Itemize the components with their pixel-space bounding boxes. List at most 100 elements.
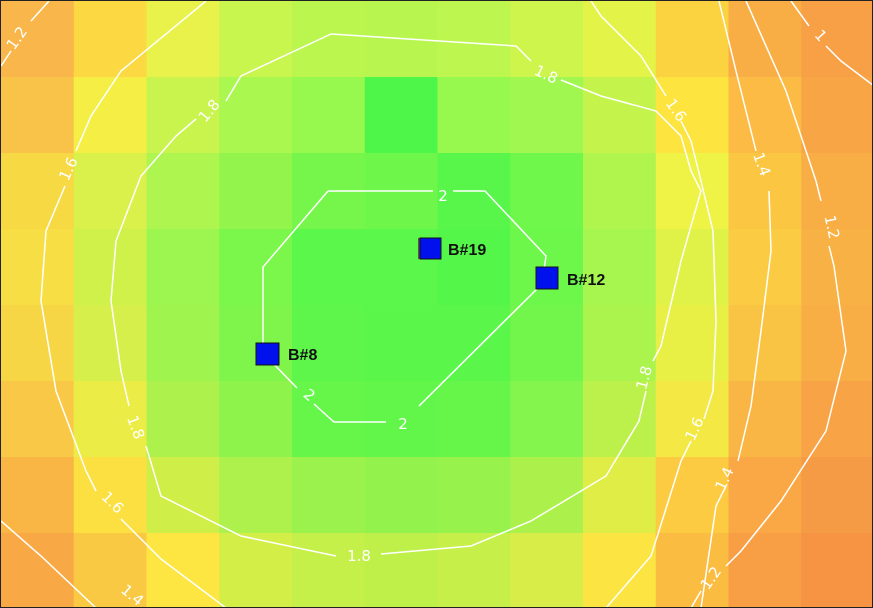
heatmap-cell xyxy=(655,381,729,458)
heatmap-cell xyxy=(146,77,220,154)
heatmap-cell xyxy=(510,457,584,534)
heatmap-cell xyxy=(510,305,584,382)
heatmap-cell xyxy=(583,457,657,534)
heatmap-cell xyxy=(728,305,802,382)
heatmap-cell xyxy=(1,77,75,154)
heatmap-cell xyxy=(219,381,293,458)
heatmap-cell xyxy=(583,305,657,382)
heatmap-cell xyxy=(437,229,511,306)
contour-line-1-8 xyxy=(110,33,702,557)
heatmap-cell xyxy=(146,153,220,230)
heatmap-cell xyxy=(583,153,657,230)
heatmap-cell xyxy=(655,305,729,382)
heatmap-cell xyxy=(583,533,657,607)
heatmap-cell xyxy=(437,1,511,78)
heatmap-cell xyxy=(364,305,438,382)
heatmap-cell xyxy=(510,533,584,607)
heatmap-cell xyxy=(219,1,293,78)
marker-label: B#12 xyxy=(567,272,605,289)
heatmap-cell xyxy=(437,457,511,534)
contour-label: 1.2 xyxy=(821,213,844,240)
heatmap-cell xyxy=(73,1,147,78)
heatmap-cell xyxy=(146,533,220,607)
heatmap-cell xyxy=(364,381,438,458)
heatmap-cell xyxy=(1,229,75,306)
contour-label: 2 xyxy=(438,187,448,205)
heatmap-cell xyxy=(1,381,75,458)
heatmap-cell xyxy=(1,457,75,534)
contour-line-2 xyxy=(262,190,547,423)
marker-b8[interactable]: B#8 xyxy=(255,342,317,366)
heatmap-cell xyxy=(1,533,75,607)
heatmap-cell xyxy=(728,153,802,230)
heatmap-cell xyxy=(583,229,657,306)
heatmap-cell xyxy=(292,457,366,534)
contour-label: 1.8 xyxy=(347,547,371,565)
contour-line-1-2 xyxy=(1,1,847,607)
contour-label: 1.8 xyxy=(632,364,656,392)
heatmap-cell xyxy=(801,77,872,154)
heatmap-cell xyxy=(219,153,293,230)
heatmap-cell xyxy=(728,533,802,607)
heatmap-cell xyxy=(292,77,366,154)
heatmap-cell xyxy=(655,1,729,78)
heatmap-cell xyxy=(146,305,220,382)
heatmap-cell xyxy=(73,381,147,458)
heatmap-cell xyxy=(73,533,147,607)
heatmap-cell xyxy=(801,153,872,230)
heatmap-cell xyxy=(655,533,729,607)
contour-label: 2 xyxy=(398,415,408,433)
heatmap-cell xyxy=(510,381,584,458)
marker-label: B#19 xyxy=(448,242,486,259)
heatmap-cell xyxy=(73,229,147,306)
heatmap-cell xyxy=(801,533,872,607)
marker-b19[interactable]: B#19 xyxy=(418,237,486,260)
heatmap-cell xyxy=(73,305,147,382)
heatmap-cell xyxy=(364,533,438,607)
contour-line-1 xyxy=(790,1,872,86)
heatmap-cell xyxy=(73,77,147,154)
heatmap-cell xyxy=(437,381,511,458)
contour-line-1-6 xyxy=(40,1,717,607)
heatmap-cell xyxy=(364,77,438,154)
heatmap-cell xyxy=(292,1,366,78)
marker-b12[interactable]: B#12 xyxy=(535,266,605,290)
heatmap-cell xyxy=(801,229,872,306)
heatmap-cell xyxy=(655,229,729,306)
heatmap-cell xyxy=(510,1,584,78)
heatmap-cell xyxy=(219,533,293,607)
heatmap-cell xyxy=(510,77,584,154)
heatmap-cell xyxy=(801,457,872,534)
heatmap-cell xyxy=(655,77,729,154)
heatmap-cell xyxy=(146,457,220,534)
heatmap-cell xyxy=(583,381,657,458)
heatmap-cell xyxy=(728,381,802,458)
heatmap-cell xyxy=(146,229,220,306)
heatmap-cell xyxy=(728,77,802,154)
heatmap-cell xyxy=(437,305,511,382)
heatmap-cell xyxy=(583,77,657,154)
heatmap-cell xyxy=(437,77,511,154)
heatmap-cell xyxy=(292,381,366,458)
marker-label: B#8 xyxy=(288,347,317,364)
heatmap-cell xyxy=(292,305,366,382)
heatmap-cell xyxy=(219,229,293,306)
heatmap-cell xyxy=(292,533,366,607)
heatmap-cell xyxy=(510,153,584,230)
heatmap-cell xyxy=(1,305,75,382)
heatmap-cell xyxy=(728,1,802,78)
contour-line-1-4 xyxy=(1,1,772,607)
heatmap-cell xyxy=(655,153,729,230)
heatmap-cell xyxy=(219,77,293,154)
heatmap-cell xyxy=(583,1,657,78)
heatmap-cell xyxy=(73,153,147,230)
heatmap-cell xyxy=(219,457,293,534)
heatmap-cell xyxy=(801,381,872,458)
heatmap-cell xyxy=(801,305,872,382)
heatmap-cell xyxy=(655,457,729,534)
heatmap-cell xyxy=(146,1,220,78)
